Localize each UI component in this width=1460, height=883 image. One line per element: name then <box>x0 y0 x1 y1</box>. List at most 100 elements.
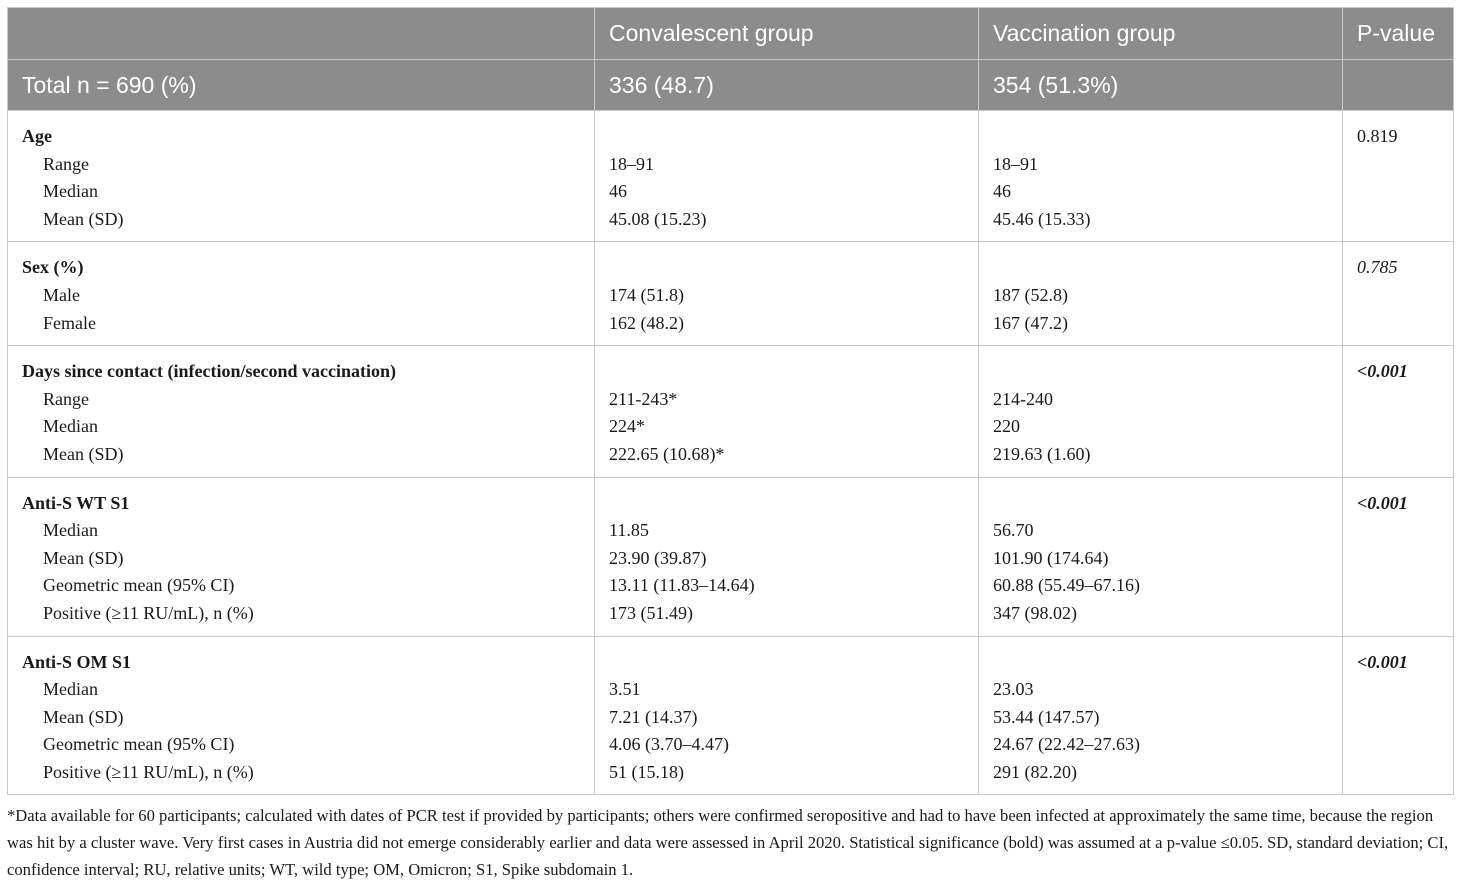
spacer <box>993 649 1328 677</box>
cell-value: 53.44 (147.57) <box>993 706 1100 727</box>
cell-value: 3.51 <box>609 679 641 700</box>
section-title: Sex (%) <box>22 257 84 278</box>
section-row: Age Range Median Mean (SD) 18–91 46 45.08 (15.… <box>7 109 1454 243</box>
spacer <box>993 123 1328 151</box>
value-cell: 174 (51.8) 162 (48.2) <box>594 241 979 347</box>
p-value-cell: <0.001 <box>1342 635 1454 796</box>
cell-value: 45.08 (15.23) <box>609 208 707 229</box>
label-cell: Sex (%) Male Female <box>7 241 595 347</box>
spacer <box>993 358 1328 386</box>
cell-value: 60.88 (55.49–67.16) <box>993 575 1140 596</box>
header-cell: 336 (48.7) <box>594 59 979 111</box>
table-body: Age Range Median Mean (SD) 18–91 46 45.08 (15.… <box>7 109 1454 796</box>
spacer <box>993 254 1328 282</box>
row-label: Range <box>43 388 89 409</box>
section-row: Sex (%) Male Female 174 (51.8) 162 (48.2) 187… <box>7 241 1454 347</box>
value-cell: 187 (52.8) 167 (47.2) <box>978 241 1343 347</box>
header-cell <box>1342 59 1454 111</box>
cell-value: 51 (15.18) <box>609 761 684 782</box>
p-value-cell: <0.001 <box>1342 476 1454 637</box>
spacer <box>993 490 1328 518</box>
row-label: Geometric mean (95% CI) <box>43 734 235 755</box>
section-title: Anti-S OM S1 <box>22 651 132 672</box>
cell-value: 101.90 (174.64) <box>993 547 1109 568</box>
table-container: Convalescent group Vaccination group P-v… <box>7 7 1454 796</box>
row-label: Female <box>43 312 96 333</box>
cell-value: 211-243* <box>609 388 678 409</box>
cell-value: 23.03 <box>993 679 1034 700</box>
cell-value: 11.85 <box>609 520 649 541</box>
spacer <box>609 123 964 151</box>
header-cell: Vaccination group <box>978 7 1343 60</box>
p-value: <0.001 <box>1357 651 1408 672</box>
row-label: Positive (≥11 RU/mL), n (%) <box>43 602 254 623</box>
label-cell: Age Range Median Mean (SD) <box>7 109 595 243</box>
p-value: 0.785 <box>1357 257 1398 278</box>
cell-value: 18–91 <box>993 153 1038 174</box>
section-title: Age <box>22 126 52 146</box>
header-row: Convalescent group Vaccination group P-v… <box>7 7 1454 60</box>
spacer <box>609 254 964 282</box>
section-row: Anti-S WT S1 Median Mean (SD) Geometric mea… <box>7 476 1454 637</box>
header-cell: P-value <box>1342 7 1454 60</box>
row-label: Geometric mean (95% CI) <box>43 575 235 596</box>
total-row: Total n = 690 (%) 336 (48.7) 354 (51.3%) <box>7 59 1454 111</box>
cell-value: 173 (51.49) <box>609 602 693 623</box>
cell-value: 162 (48.2) <box>609 312 684 333</box>
row-label: Median <box>43 679 98 700</box>
cell-value: 219.63 (1.60) <box>993 443 1091 464</box>
cell-value: 24.67 (22.42–27.63) <box>993 734 1140 755</box>
value-cell: 56.70 101.90 (174.64) 60.88 (55.49–67.16) 3… <box>978 476 1343 637</box>
cell-value: 23.90 (39.87) <box>609 547 707 568</box>
value-cell: 18–91 46 45.08 (15.23) <box>594 109 979 243</box>
cell-value: 291 (82.20) <box>993 761 1077 782</box>
p-value: <0.001 <box>1357 492 1408 513</box>
row-label: Mean (SD) <box>43 547 124 568</box>
section-title: Anti-S WT S1 <box>22 492 130 513</box>
row-label: Median <box>43 520 98 541</box>
p-value-cell: 0.819 <box>1342 109 1454 243</box>
section-title: Days since contact (infection/second vac… <box>22 361 396 382</box>
spacer <box>609 490 964 518</box>
value-cell: 23.03 53.44 (147.57) 24.67 (22.42–27.63) 29… <box>978 635 1343 796</box>
cell-value: 56.70 <box>993 520 1034 541</box>
value-cell: 3.51 7.21 (14.37) 4.06 (3.70–4.47) 51 (15.1… <box>594 635 979 796</box>
row-label: Median <box>43 181 98 202</box>
cell-value: 46 <box>993 181 1011 202</box>
row-label: Range <box>43 153 89 174</box>
section-row: Anti-S OM S1 Median Mean (SD) Geometric mea… <box>7 635 1454 796</box>
p-value: <0.001 <box>1357 361 1408 382</box>
header-cell: Total n = 690 (%) <box>7 59 595 111</box>
cell-value: 224* <box>609 416 645 437</box>
cell-value: 46 <box>609 181 627 202</box>
data-table: Convalescent group Vaccination group P-v… <box>7 7 1454 796</box>
spacer <box>609 649 964 677</box>
value-cell: 214-240 220 219.63 (1.60) <box>978 345 1343 478</box>
cell-value: 18–91 <box>609 153 654 174</box>
cell-value: 187 (52.8) <box>993 284 1068 305</box>
cell-value: 167 (47.2) <box>993 312 1068 333</box>
p-value-cell: <0.001 <box>1342 345 1454 478</box>
cell-value: 220 <box>993 416 1020 437</box>
cell-value: 222.65 (10.68)* <box>609 443 725 464</box>
row-label: Mean (SD) <box>43 443 124 464</box>
spacer <box>609 358 964 386</box>
cell-value: 45.46 (15.33) <box>993 208 1091 229</box>
label-cell: Anti-S OM S1 Median Mean (SD) Geometric mea… <box>7 635 595 796</box>
value-cell: 11.85 23.90 (39.87) 13.11 (11.83–14.64) 173… <box>594 476 979 637</box>
cell-value: 13.11 (11.83–14.64) <box>609 575 755 596</box>
cell-value: 7.21 (14.37) <box>609 706 698 727</box>
value-cell: 211-243* 224* 222.65 (10.68)* <box>594 345 979 478</box>
header-cell: Convalescent group <box>594 7 979 60</box>
row-label: Mean (SD) <box>43 208 124 229</box>
row-label: Median <box>43 416 98 437</box>
cell-value: 347 (98.02) <box>993 602 1077 623</box>
row-label: Male <box>43 284 80 305</box>
header-cell <box>7 7 595 60</box>
cell-value: 214-240 <box>993 388 1053 409</box>
p-value: 0.819 <box>1357 126 1398 146</box>
cell-value: 174 (51.8) <box>609 284 684 305</box>
footnote: *Data available for 60 participants; cal… <box>7 806 1449 879</box>
label-cell: Anti-S WT S1 Median Mean (SD) Geometric mea… <box>7 476 595 637</box>
